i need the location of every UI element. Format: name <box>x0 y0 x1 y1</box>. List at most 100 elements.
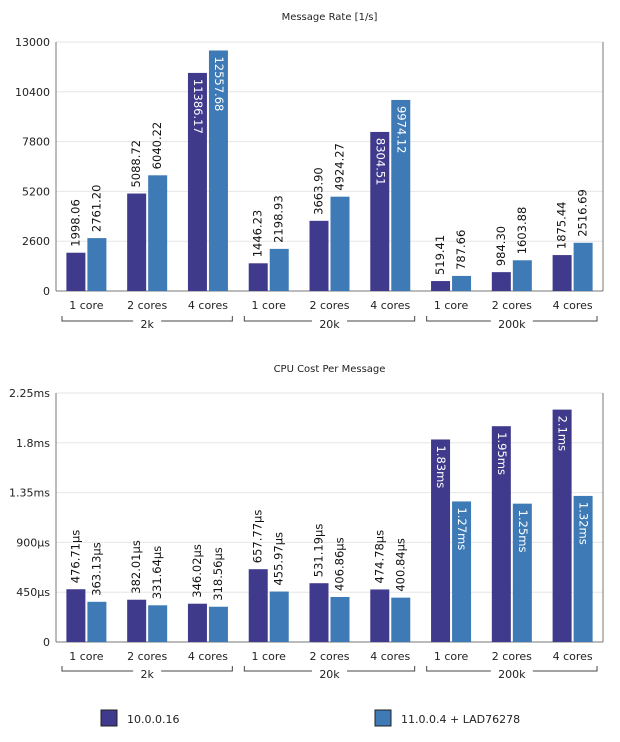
bar-value-label: 1875.44 <box>555 202 569 250</box>
group-label: 2k <box>140 318 154 331</box>
bar-series2 <box>87 238 107 291</box>
bar-series1 <box>309 220 329 291</box>
bar-value-label: 400.84µs <box>393 538 407 592</box>
group-label: 20k <box>319 318 340 331</box>
bar-series2 <box>452 275 472 291</box>
y-tick-label: 900µs <box>16 536 50 549</box>
bar-series1 <box>248 569 268 642</box>
bar-value-label: 6040.22 <box>150 122 164 170</box>
category-label: 1 core <box>434 299 469 312</box>
bar-series2 <box>208 606 228 642</box>
group-label: 20k <box>319 668 340 681</box>
bar-series2 <box>452 501 472 642</box>
y-tick-label: 1.8ms <box>16 437 50 450</box>
group-label-bg <box>490 317 533 325</box>
bar-value-label: 476.71µs <box>68 530 82 584</box>
bar-series2 <box>512 503 532 642</box>
group-label: 200k <box>498 668 526 681</box>
bar-series1 <box>370 131 390 291</box>
chart-title: CPU Cost Per Message <box>274 364 386 375</box>
bar-value-label: 531.19µs <box>312 524 326 578</box>
bar-series1 <box>66 589 86 642</box>
chart-title: Message Rate [1/s] <box>282 12 378 23</box>
category-label: 1 core <box>434 650 469 663</box>
bar-series1 <box>491 272 511 291</box>
bar-series2 <box>208 50 228 291</box>
bar-value-label: 9974.12 <box>394 106 408 154</box>
category-label: 4 cores <box>553 650 593 663</box>
bar-value-label: 984.30 <box>494 226 508 266</box>
category-label: 2 cores <box>309 299 349 312</box>
bar-value-label: 2198.93 <box>272 195 286 243</box>
bar-series2 <box>391 597 411 642</box>
bar-value-label: 4924.27 <box>333 143 347 191</box>
bar-value-label: 5088.72 <box>129 140 143 188</box>
bar-value-label: 1.95ms <box>495 432 509 475</box>
y-tick-label: 2.25ms <box>9 387 50 400</box>
bar-series1 <box>187 72 207 292</box>
category-label: 1 core <box>252 299 287 312</box>
bar-series2 <box>87 601 107 642</box>
bar-series1 <box>187 603 207 642</box>
y-tick-label: 1.35ms <box>9 487 50 500</box>
bar-value-label: 318.56µs <box>211 547 225 601</box>
bar-value-label: 787.66 <box>454 230 468 270</box>
category-label: 4 cores <box>188 650 228 663</box>
category-label: 2 cores <box>127 299 167 312</box>
y-tick-label: 5200 <box>22 185 50 198</box>
bar-value-label: 1603.88 <box>515 207 529 255</box>
y-tick-label: 10400 <box>15 86 50 99</box>
bar-series1 <box>66 252 86 291</box>
bar-series1 <box>370 589 390 642</box>
bar-value-label: 455.97µs <box>272 532 286 586</box>
bar-series2 <box>269 248 289 291</box>
legend: 10.0.0.16 11.0.0.4 + LAD76278 <box>100 709 520 727</box>
bar-value-label: 1.25ms <box>516 510 530 553</box>
bar-value-label: 2761.20 <box>89 185 103 233</box>
bar-value-label: 474.78µs <box>372 530 386 584</box>
legend-label-series1: 10.0.0.16 <box>127 713 179 726</box>
group-label-bg <box>490 667 533 675</box>
group-label-bg <box>312 667 347 675</box>
bar-series1 <box>127 193 147 291</box>
category-label: 1 core <box>69 299 104 312</box>
bar-series2 <box>269 591 289 642</box>
category-label: 1 core <box>69 650 104 663</box>
cpu-cost-chart: CPU Cost Per Message 0 450µs 900µs 1.35ms 1.… <box>9 364 604 681</box>
bar-value-label: 11386.17 <box>191 79 205 134</box>
bar-value-label: 519.41 <box>433 235 447 275</box>
category-label: 4 cores <box>553 299 593 312</box>
y-tick-label: 0 <box>43 285 50 298</box>
category-label: 4 cores <box>370 650 410 663</box>
category-label: 2 cores <box>492 650 532 663</box>
y-tick-label: 13000 <box>15 36 50 49</box>
bar-series2 <box>330 596 350 642</box>
category-label: 2 cores <box>492 299 532 312</box>
bar-value-label: 657.77µs <box>251 510 265 564</box>
bar-series1 <box>431 439 451 642</box>
bar-value-label: 406.86µs <box>333 537 347 591</box>
legend-label-series2: 11.0.0.4 + LAD76278 <box>401 713 520 726</box>
group-label: 2k <box>140 668 154 681</box>
bar-value-label: 2516.69 <box>576 189 590 237</box>
bar-series2 <box>148 175 168 291</box>
group-label-bg <box>312 317 347 325</box>
bar-value-label: 2.1ms <box>556 416 570 451</box>
bar-series1 <box>248 263 268 291</box>
bar-series2 <box>573 242 593 291</box>
bar-value-label: 346.02µs <box>190 544 204 598</box>
bar-series2 <box>512 260 532 291</box>
y-tick-label: 7800 <box>22 136 50 149</box>
bar-series1 <box>127 599 147 642</box>
group-label-bg <box>133 667 162 675</box>
bar-value-label: 1.27ms <box>455 507 469 550</box>
bar-value-label: 331.64µs <box>150 546 164 600</box>
bar-value-label: 1.83ms <box>434 445 448 488</box>
legend-swatch-series1 <box>100 709 118 727</box>
bar-series1 <box>552 409 572 642</box>
category-label: 1 core <box>252 650 287 663</box>
bar-series1 <box>309 583 329 642</box>
message-rate-chart: Message Rate [1/s] 0 2600 5200 7800 10400 130… <box>15 12 604 331</box>
y-tick-label: 450µs <box>16 586 50 599</box>
